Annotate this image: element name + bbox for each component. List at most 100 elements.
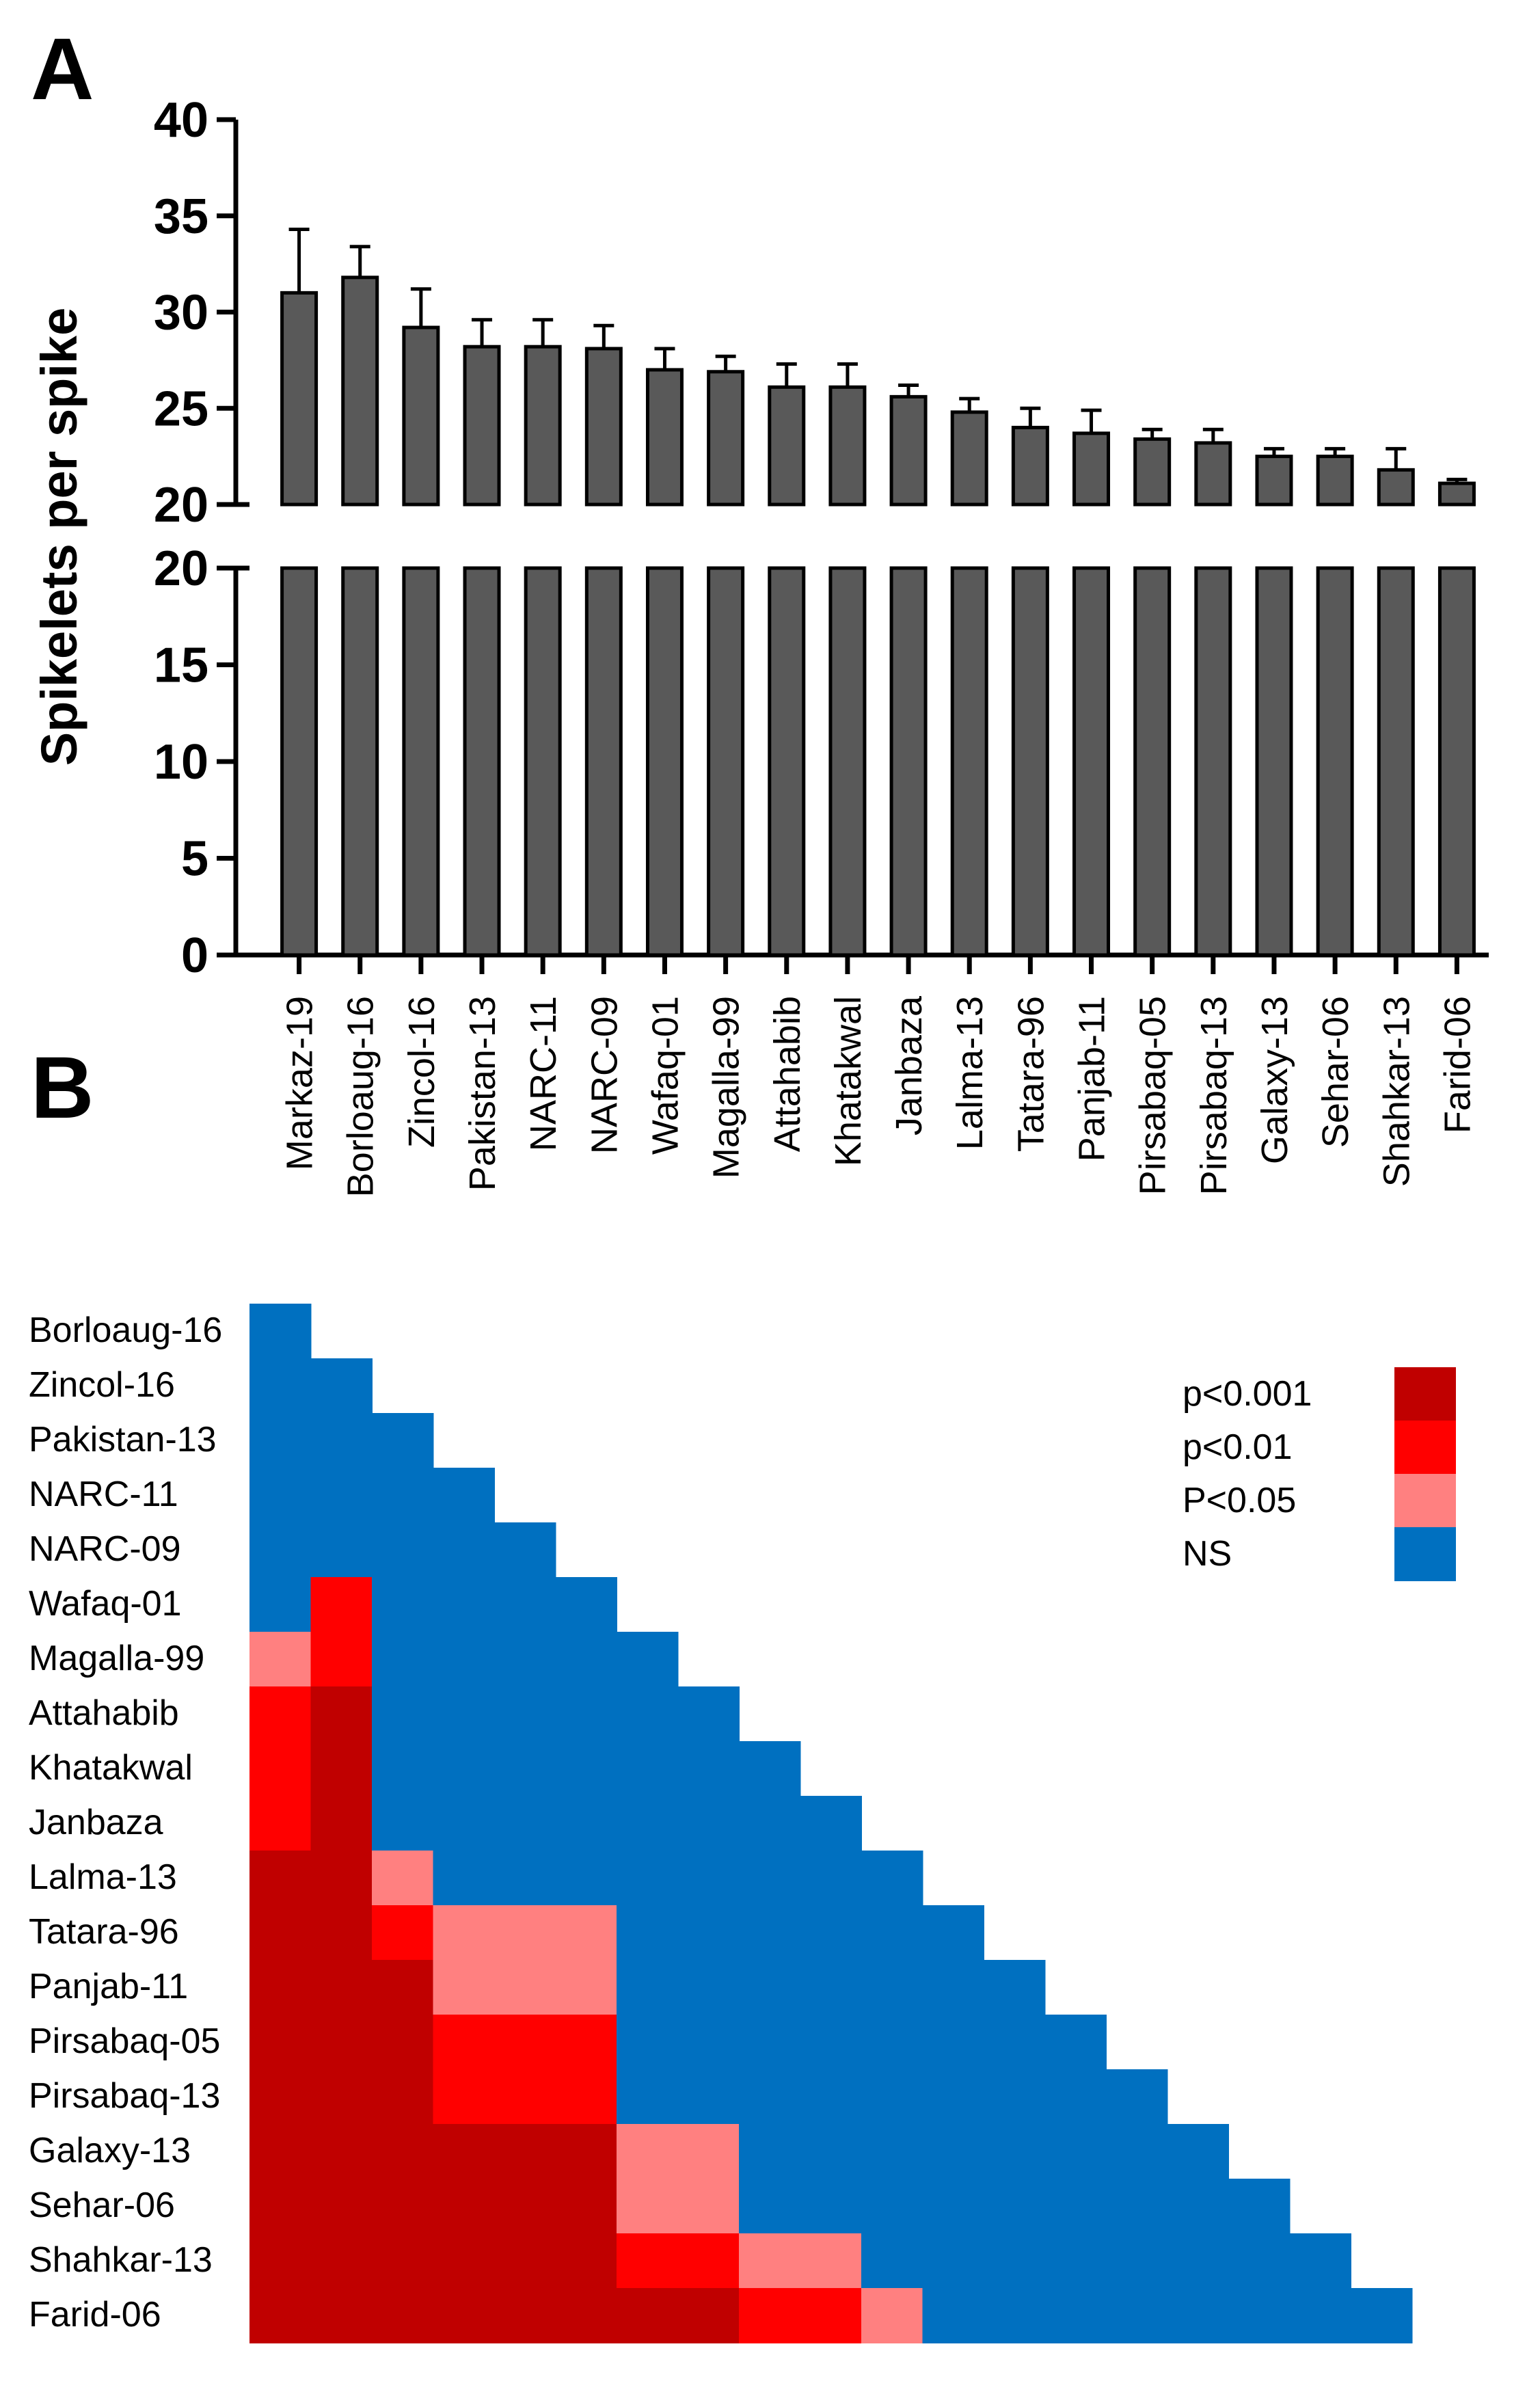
- heatmap-cell: [1044, 2179, 1107, 2234]
- heatmap-cell: [494, 2124, 556, 2179]
- heatmap-cell: [372, 1960, 434, 2015]
- heatmap-cell: [555, 1741, 617, 1797]
- heatmap-row-label: Pirsabaq-05: [29, 2021, 220, 2061]
- heatmap-cell: [1106, 2069, 1168, 2125]
- heatmap-cell: [249, 1522, 312, 1578]
- heatmap-cell: [1351, 2288, 1413, 2343]
- heatmap-cell: [922, 2233, 984, 2289]
- heatmap-cell: [372, 1522, 434, 1578]
- heatmap-cell: [555, 2179, 617, 2234]
- significance-heatmap: Borloaug-16 Zincol-16 Pakistan-13 NARC-11 NA…: [29, 1304, 1413, 2343]
- heatmap-cell: [372, 2124, 434, 2179]
- heatmap-cell: [677, 2288, 740, 2343]
- heatmap-cell: [372, 1468, 434, 1523]
- heatmap-cell: [310, 1851, 373, 1906]
- heatmap-cell: [249, 1468, 312, 1523]
- x-tick-label: Pirsabaq-13: [1193, 996, 1234, 1195]
- heatmap-cell: [617, 1686, 679, 1742]
- heatmap-cell: [677, 2069, 740, 2125]
- heatmap-cell: [310, 2288, 373, 2343]
- bar: [1437, 481, 1476, 507]
- bar: [1011, 425, 1049, 507]
- heatmap-cell: [310, 1796, 373, 1851]
- bar: [463, 345, 501, 507]
- bar-lower-segment: [402, 566, 440, 957]
- heatmap-cell: [1228, 2179, 1291, 2234]
- heatmap-cell: [310, 1358, 373, 1414]
- heatmap-cell: [922, 2015, 984, 2070]
- legend-swatch: [1394, 1527, 1456, 1581]
- heatmap-cell: [984, 2288, 1046, 2343]
- heatmap-cell: [739, 2179, 801, 2234]
- x-tick-label: Lalma-13: [949, 996, 990, 1150]
- x-tick-label: Khatakwal: [828, 996, 869, 1166]
- heatmap-cell: [1289, 2288, 1351, 2343]
- bar-lower-segment: [1437, 566, 1476, 957]
- heatmap-cell: [800, 2233, 862, 2289]
- heatmap-cell: [555, 1851, 617, 1906]
- heatmap-cell: [494, 2288, 556, 2343]
- heatmap-row-label: Attahabib: [29, 1693, 179, 1733]
- panel-a-label: A: [31, 21, 94, 118]
- heatmap-cell: [433, 1577, 495, 1632]
- x-tick-label: Shahkar-13: [1376, 996, 1417, 1187]
- heatmap-cell: [372, 1796, 434, 1851]
- bar: [1255, 455, 1293, 507]
- bar: [584, 347, 623, 507]
- heatmap-cell: [249, 1577, 312, 1632]
- heatmap-cell: [1167, 2233, 1229, 2289]
- heatmap-cell: [433, 2233, 495, 2289]
- heatmap-cell: [494, 1577, 556, 1632]
- heatmap-cell: [249, 1905, 312, 1961]
- heatmap-cell: [677, 1960, 740, 2015]
- heatmap-cell: [433, 1960, 495, 2015]
- heatmap-cell: [800, 1905, 862, 1961]
- heatmap-cell: [861, 2233, 923, 2289]
- heatmap-row-label: Galaxy-13: [29, 2131, 191, 2170]
- heatmap-cell: [984, 1960, 1046, 2015]
- heatmap-row-label: Borloaug-16: [29, 1310, 222, 1350]
- x-tick-label: Panjab-11: [1072, 996, 1113, 1161]
- heatmap-cell: [555, 1632, 617, 1687]
- heatmap-cell: [617, 2288, 679, 2343]
- heatmap-cell: [617, 1960, 679, 2015]
- x-tick-label: Wafaq-01: [645, 996, 686, 1155]
- heatmap-cell: [984, 2179, 1046, 2234]
- heatmap-cell: [494, 2179, 556, 2234]
- heatmap-cell: [800, 2015, 862, 2070]
- heatmap-row-label: NARC-09: [29, 1529, 181, 1569]
- x-tick-label: Galaxy-13: [1254, 996, 1295, 1164]
- heatmap-cell: [433, 2288, 495, 2343]
- bar-lower-segment: [584, 566, 623, 957]
- heatmap-cell: [555, 2015, 617, 2070]
- heatmap-cell: [1044, 2069, 1107, 2125]
- heatmap-cell: [249, 2015, 312, 2070]
- heatmap-cell: [433, 1796, 495, 1851]
- x-tick-label: NARC-11: [523, 996, 564, 1151]
- heatmap-cell: [1044, 2015, 1107, 2070]
- heatmap-cell: [310, 1468, 373, 1523]
- heatmap-cell: [1167, 2288, 1229, 2343]
- bar-lower-segment: [707, 566, 745, 957]
- heatmap-cell: [677, 1851, 740, 1906]
- heatmap-cell: [494, 1905, 556, 1961]
- heatmap-cell: [739, 2069, 801, 2125]
- heatmap-cell: [310, 1413, 373, 1468]
- heatmap-cell: [310, 2179, 373, 2234]
- heatmap-cell: [372, 1686, 434, 1742]
- x-tick-label: Sehar-06: [1315, 996, 1356, 1148]
- heatmap-cell: [310, 1960, 373, 2015]
- heatmap-cell: [310, 1522, 373, 1578]
- heatmap-cell: [310, 1577, 373, 1632]
- heatmap-row-label: Shahkar-13: [29, 2240, 213, 2280]
- heatmap-cell: [800, 1960, 862, 2015]
- heatmap-cell: [1167, 2179, 1229, 2234]
- heatmap-cell: [1106, 2288, 1168, 2343]
- heatmap-cell: [677, 1796, 740, 1851]
- heatmap-cell: [922, 1905, 984, 1961]
- heatmap-cell: [494, 2069, 556, 2125]
- heatmap-cell: [494, 1960, 556, 2015]
- heatmap-cell: [249, 2288, 312, 2343]
- heatmap-cell: [861, 1851, 923, 1906]
